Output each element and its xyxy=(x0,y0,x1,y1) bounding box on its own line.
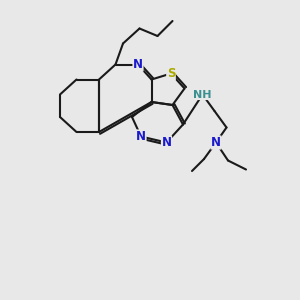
Text: NH: NH xyxy=(193,89,212,100)
Text: N: N xyxy=(161,136,172,149)
Text: N: N xyxy=(133,58,143,71)
Text: N: N xyxy=(211,136,221,149)
Text: N: N xyxy=(136,130,146,143)
Text: S: S xyxy=(167,67,175,80)
